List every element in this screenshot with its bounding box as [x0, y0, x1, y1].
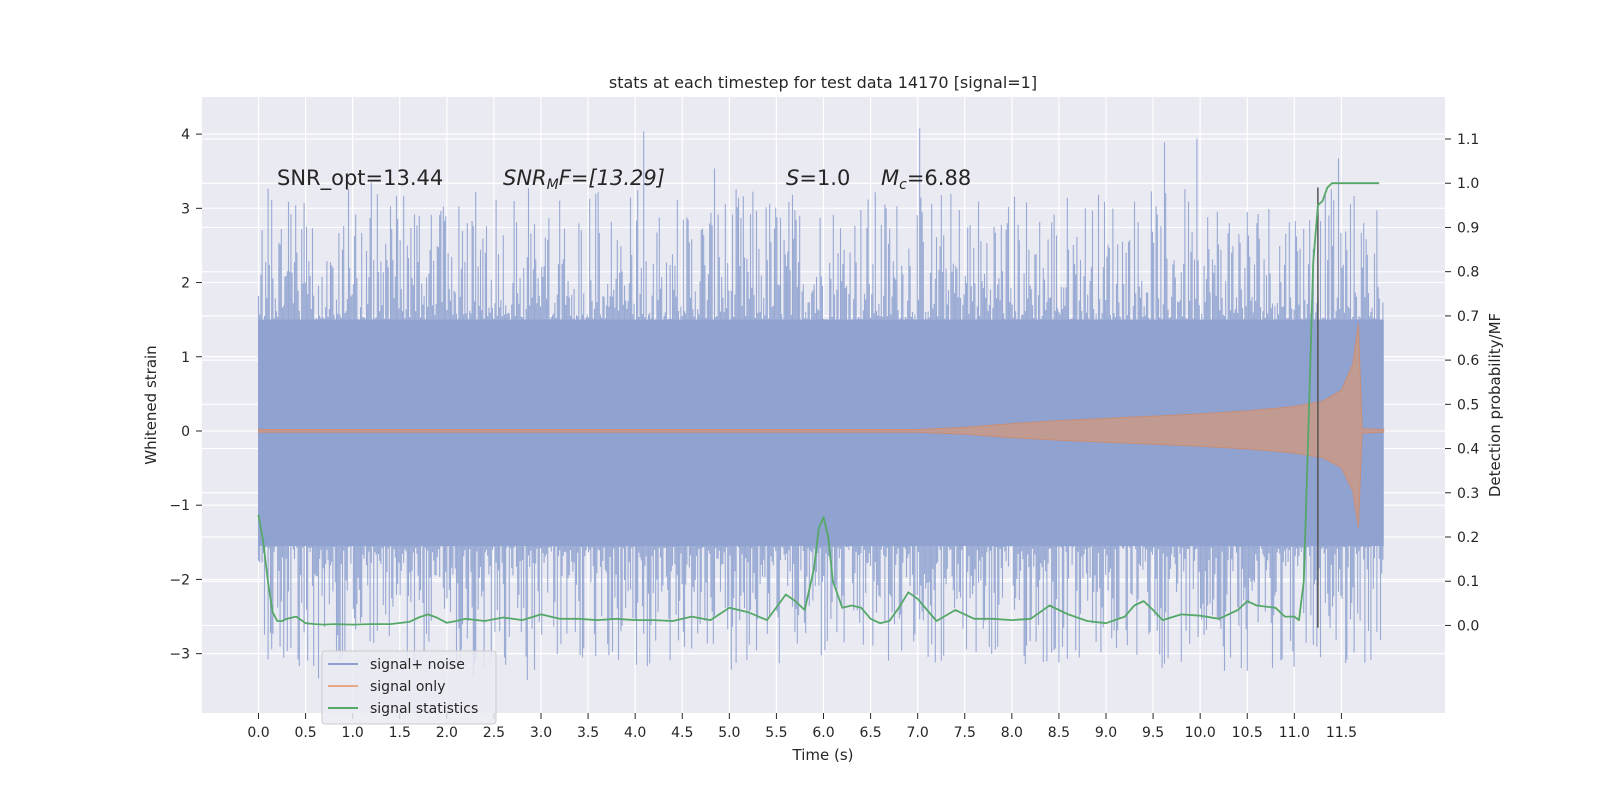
x-tick-label: 1.5	[389, 725, 411, 741]
x-tick-label: 5.0	[718, 725, 740, 741]
x-tick-label: 11.5	[1326, 725, 1357, 741]
x-tick-label: 9.5	[1142, 725, 1164, 741]
y-right-tick-label: 0.1	[1457, 574, 1479, 590]
legend-label-signal-noise: signal+ noise	[370, 657, 465, 673]
series-signal-statistics	[257, 182, 1380, 626]
x-tick-label: 10.0	[1185, 725, 1216, 741]
y-left-tick-label: 4	[181, 127, 190, 143]
y-right-tick-label: 0.9	[1457, 220, 1479, 236]
x-tick-label: 10.5	[1232, 725, 1263, 741]
y-right-tick-label: 0.3	[1457, 486, 1479, 502]
y-left-axis-label: Whitened strain	[142, 345, 160, 464]
y-right-tick-label: 0.7	[1457, 309, 1479, 325]
mc-symbol: M	[881, 166, 899, 190]
x-tick-label: 0.0	[247, 725, 269, 741]
annotation-snr-mf: SNRMF=[13.29]	[503, 166, 665, 193]
mc-value: =6.88	[907, 166, 971, 190]
mc-subscript: c	[899, 177, 907, 193]
series-signal-only	[258, 323, 1385, 528]
x-tick-label: 0.5	[294, 725, 316, 741]
x-tick-label: 6.5	[859, 725, 881, 741]
x-tick-label: 3.0	[530, 725, 552, 741]
chart-title: stats at each timestep for test data 141…	[609, 73, 1037, 92]
y-left-tick-label: −2	[169, 572, 190, 588]
y-left-tick-label: −3	[169, 647, 190, 663]
y-left-axis-ticks: −3 −2 −1 0 1 2 3 4	[169, 127, 202, 663]
y-right-tick-label: 0.2	[1457, 530, 1479, 546]
annotation-snr-opt: SNR_opt=13.44	[277, 166, 443, 191]
x-tick-label: 5.5	[765, 725, 787, 741]
x-tick-label: 11.0	[1279, 725, 1310, 741]
x-tick-label: 7.0	[907, 725, 929, 741]
x-axis-label: Time (s)	[792, 746, 854, 764]
x-tick-label: 6.0	[812, 725, 834, 741]
y-left-tick-label: 2	[181, 276, 190, 292]
y-right-axis-label: Detection probability/MF	[1486, 313, 1504, 497]
x-tick-label: 2.0	[436, 725, 458, 741]
x-tick-label: 7.5	[954, 725, 976, 741]
y-right-tick-label: 1.1	[1457, 132, 1479, 148]
snr-mf-subscript: M	[547, 177, 559, 193]
x-tick-label: 8.0	[1001, 725, 1023, 741]
x-tick-label: 3.5	[577, 725, 599, 741]
legend-label-signal-only: signal only	[370, 679, 445, 695]
y-left-tick-label: 1	[181, 350, 190, 366]
legend-label-signal-statistics: signal statistics	[370, 701, 478, 717]
y-left-tick-label: 0	[181, 424, 190, 440]
y-right-tick-label: 0.4	[1457, 442, 1479, 458]
y-left-tick-label: 3	[181, 201, 190, 217]
x-tick-label: 4.0	[624, 725, 646, 741]
s-symbol: S	[786, 166, 799, 190]
legend: signal+ noise signal only signal statist…	[321, 650, 497, 725]
y-right-axis-ticks: 0.0 0.1 0.2 0.3 0.4 0.5 0.6 0.7 0.8 0.9 1.0 1.1	[1445, 132, 1479, 634]
annotation-s: S=1.0	[786, 166, 850, 190]
y-right-tick-label: 1.0	[1457, 176, 1479, 192]
x-tick-label: 2.5	[483, 725, 505, 741]
x-tick-label: 8.5	[1048, 725, 1070, 741]
chirp-envelope	[258, 323, 1385, 528]
x-tick-label: 9.0	[1095, 725, 1117, 741]
y-right-tick-label: 0.0	[1457, 618, 1479, 634]
y-right-tick-label: 0.8	[1457, 265, 1479, 281]
snr-mf-symbol: SNR	[503, 166, 547, 190]
annotation-mc: Mc=6.88	[881, 166, 971, 193]
s-value: =1.0	[799, 166, 850, 190]
y-right-tick-label: 0.6	[1457, 353, 1479, 369]
x-tick-label: 1.0	[342, 725, 364, 741]
x-tick-label: 4.5	[671, 725, 693, 741]
legend-box	[321, 650, 497, 725]
snr-mf-value: F=[13.29]	[559, 166, 665, 190]
y-right-tick-label: 0.5	[1457, 397, 1479, 413]
y-left-tick-label: −1	[169, 498, 190, 514]
x-axis-ticks: 0.0 0.5 1.0 1.5 2.0 2.5 3.0 3.5 4.0 4.5 5.0 5.5 6.0 6…	[247, 713, 1357, 741]
